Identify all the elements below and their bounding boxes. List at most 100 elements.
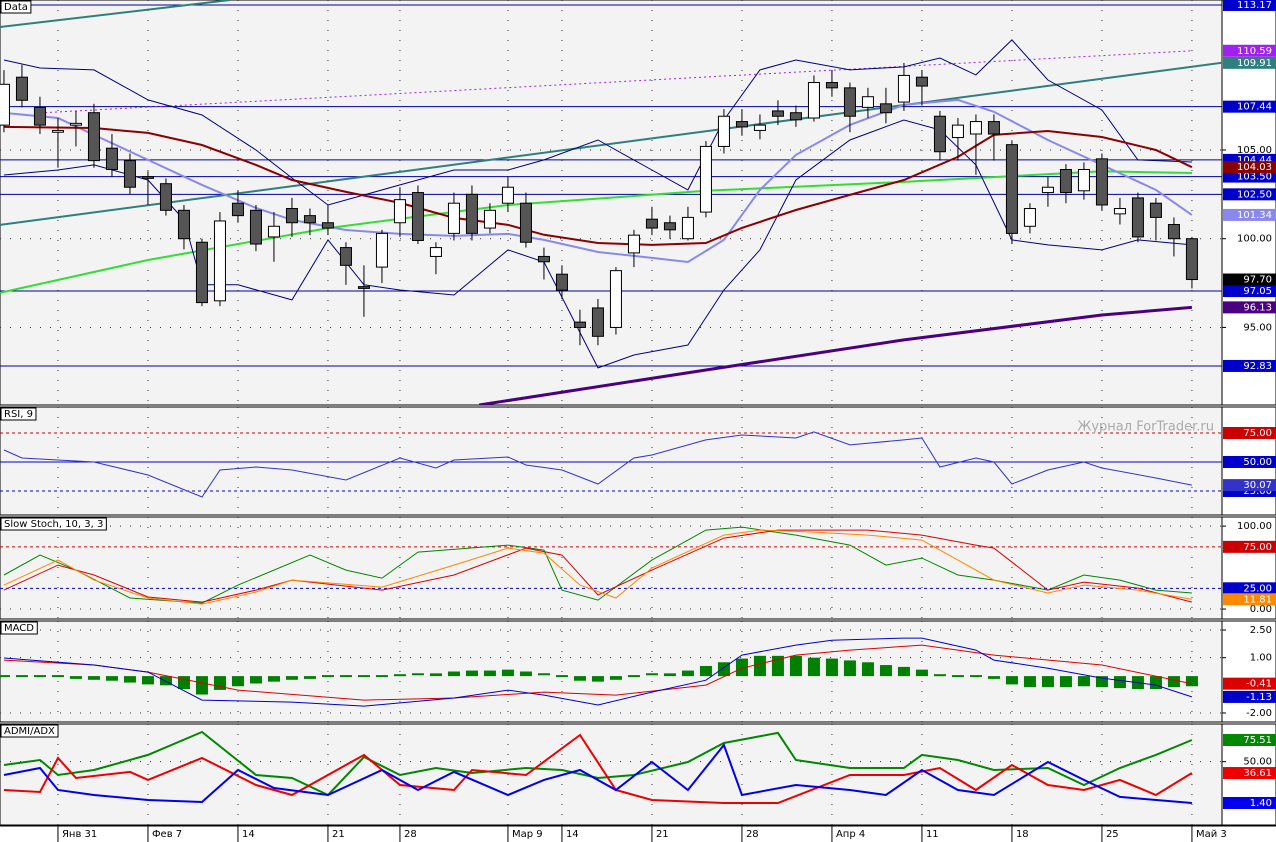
panel-label: RSI, 9 xyxy=(4,409,33,420)
histogram-bar xyxy=(645,673,658,676)
x-tick-label: 28 xyxy=(404,829,417,840)
histogram-bar xyxy=(33,675,46,678)
x-tick-label: 21 xyxy=(332,829,345,840)
histogram-bar xyxy=(357,675,370,678)
candle-body xyxy=(465,193,478,234)
histogram-bar xyxy=(0,675,10,678)
x-tick-label: 28 xyxy=(746,829,759,840)
candle-body xyxy=(1005,144,1018,234)
histogram-bar xyxy=(663,673,676,677)
axis-marker xyxy=(1223,426,1276,439)
y-tick-label: 2.50 xyxy=(1250,625,1272,636)
histogram-bar xyxy=(987,676,1000,679)
watermark: Журнал ForTrader.ru xyxy=(1077,420,1214,435)
candle-body xyxy=(195,241,208,304)
histogram-bar xyxy=(195,676,208,695)
candle-body xyxy=(1095,158,1108,206)
axis-marker-label: 75.00 xyxy=(1243,542,1272,553)
indicator-line xyxy=(0,61,1222,226)
indicator-line xyxy=(3,730,1193,797)
candle-body xyxy=(177,209,190,240)
axis-marker xyxy=(1223,767,1276,780)
histogram-bar xyxy=(537,673,550,676)
candle-body xyxy=(519,202,532,243)
indicator-line xyxy=(39,50,1192,114)
x-tick-label: 18 xyxy=(1016,829,1029,840)
histogram-bar xyxy=(735,658,748,677)
axis-marker-label: 113.17 xyxy=(1237,0,1272,11)
axis-marker xyxy=(1223,44,1276,57)
histogram-bar xyxy=(141,676,154,685)
histogram-bar xyxy=(825,658,838,677)
axis-marker xyxy=(1223,161,1276,174)
axis-marker xyxy=(1223,170,1276,183)
axis-marker xyxy=(1223,301,1276,314)
candle-body xyxy=(555,273,568,291)
candle-body xyxy=(15,76,28,101)
histogram-bar xyxy=(753,655,766,677)
histogram-bar xyxy=(267,676,280,682)
axis-marker-label: 25.00 xyxy=(1243,583,1272,594)
histogram-bar xyxy=(375,675,388,678)
candle-body xyxy=(1131,197,1144,238)
indicator-line xyxy=(3,529,1193,603)
candle-body xyxy=(411,192,424,241)
histogram-bar xyxy=(1113,676,1126,689)
indicator-line xyxy=(3,742,1192,804)
axis-marker xyxy=(1223,455,1276,468)
candle-body xyxy=(501,186,514,204)
axis-marker-label: 92.83 xyxy=(1243,361,1272,372)
indicator-line xyxy=(3,431,1192,498)
panel-label-box xyxy=(0,407,37,421)
candle-body xyxy=(1167,224,1180,240)
candle-body xyxy=(69,122,82,126)
candle-body xyxy=(771,110,784,117)
y-tick-label: 0.00 xyxy=(1250,604,1272,615)
panel-label: Data xyxy=(4,2,28,13)
candle-body xyxy=(0,83,10,126)
candle-body xyxy=(879,103,892,114)
axis-marker-label: 97.70 xyxy=(1243,275,1272,286)
candle-body xyxy=(627,234,640,254)
panel-label: Slow Stoch, 10, 3, 3 xyxy=(4,519,103,530)
candle-body xyxy=(429,247,442,257)
panel-label-box xyxy=(0,724,59,738)
histogram-bar xyxy=(249,676,262,684)
axis-marker-label: 25.00 xyxy=(1243,486,1272,497)
candle-body xyxy=(87,112,100,162)
histogram-bar xyxy=(447,671,460,677)
histogram-bar xyxy=(231,676,244,687)
candle-body xyxy=(321,222,334,229)
axis-marker xyxy=(1223,100,1276,113)
histogram-bar xyxy=(1167,676,1180,688)
candle-body xyxy=(1077,168,1090,192)
x-tick-label: 21 xyxy=(656,829,669,840)
candle-body xyxy=(807,82,820,119)
axis-marker xyxy=(1223,796,1276,809)
histogram-bar xyxy=(393,674,406,677)
histogram-bar xyxy=(627,675,640,678)
histogram-bar xyxy=(1059,676,1072,688)
candle-body xyxy=(483,209,496,229)
y-tick-label: 100.00 xyxy=(1237,521,1272,532)
candle-body xyxy=(1059,168,1072,194)
candle-body xyxy=(753,124,766,131)
panel-background xyxy=(0,723,1223,826)
histogram-bar xyxy=(285,676,298,680)
candle-body xyxy=(447,202,460,234)
histogram-bar xyxy=(303,676,316,679)
candle-body xyxy=(1041,186,1054,194)
candle-body xyxy=(33,106,46,126)
panel-label-box xyxy=(0,621,38,635)
candle-body xyxy=(843,87,856,117)
histogram-bar xyxy=(807,657,820,677)
candle-body xyxy=(159,183,172,211)
indicator-line xyxy=(3,98,1193,264)
panel-label-box xyxy=(0,517,107,531)
indicator-line xyxy=(3,526,1192,604)
axis-marker-label: 96.13 xyxy=(1243,302,1272,313)
axis-marker-label: 75.00 xyxy=(1243,428,1272,439)
axis-marker-label: -1.13 xyxy=(1246,692,1272,703)
axis-marker-label: 102.50 xyxy=(1237,189,1272,200)
candle-body xyxy=(645,218,658,229)
